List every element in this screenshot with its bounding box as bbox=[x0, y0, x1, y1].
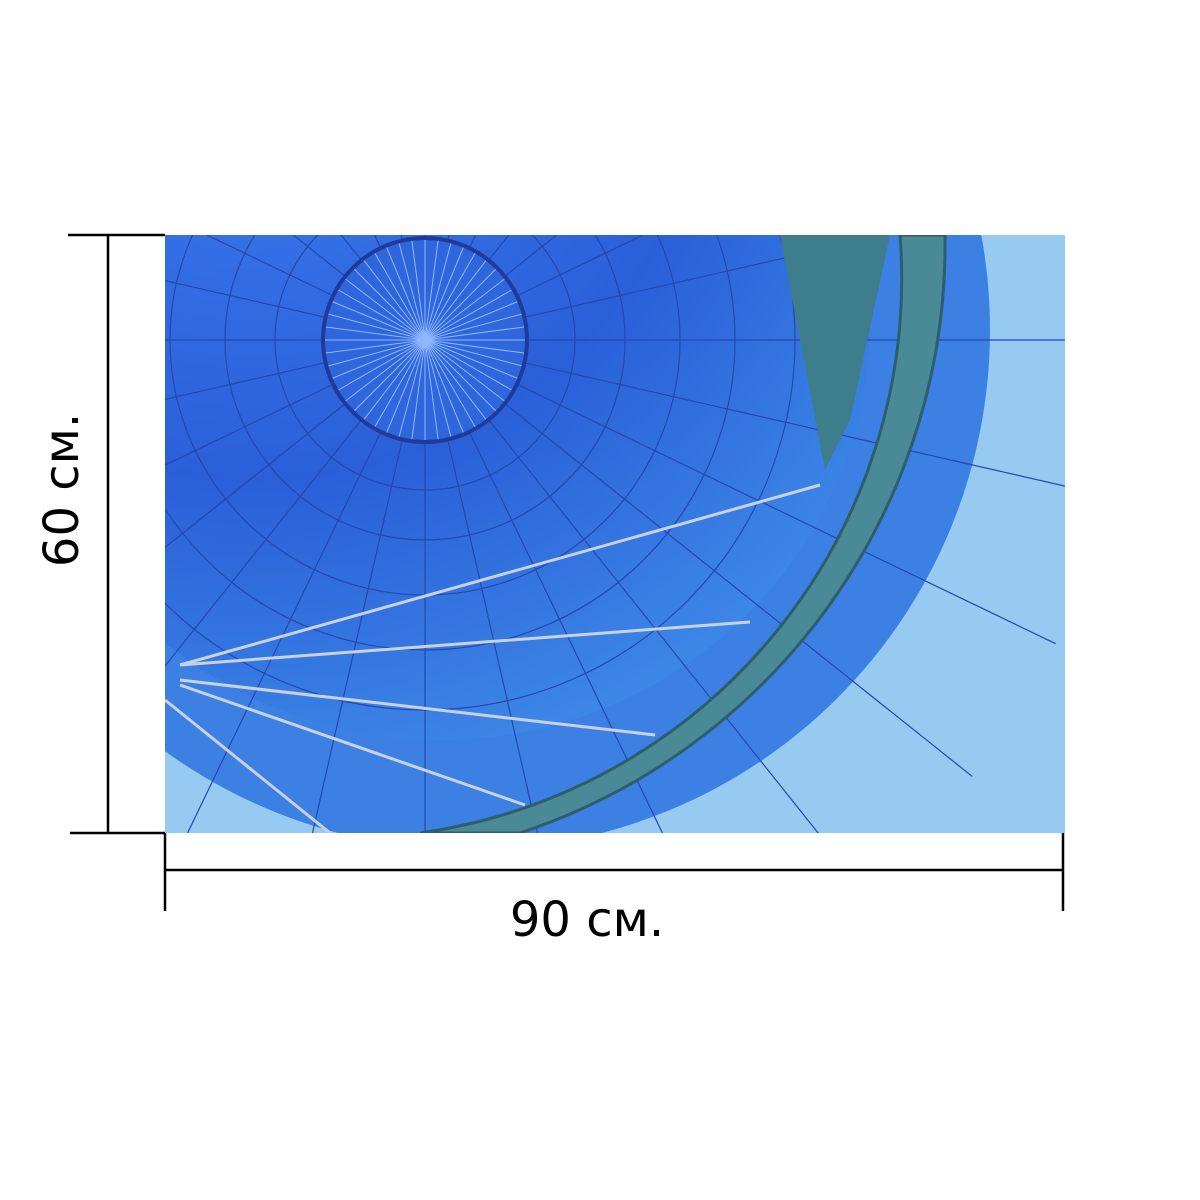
crown-seam bbox=[353, 268, 426, 341]
crown-seam bbox=[345, 339, 426, 402]
crown-seam bbox=[363, 260, 426, 341]
crown-seam bbox=[424, 247, 464, 341]
rim-band bbox=[419, 235, 947, 833]
panel-seam bbox=[205, 235, 334, 297]
panel-seam bbox=[165, 362, 326, 400]
panel-seam bbox=[165, 383, 334, 466]
crown-seam bbox=[325, 326, 426, 341]
crown-seam bbox=[398, 339, 426, 437]
panel-seam bbox=[504, 403, 973, 777]
crown-seam bbox=[363, 339, 426, 420]
panel-seam bbox=[504, 235, 558, 277]
crown-seam bbox=[411, 240, 426, 341]
panel-ring bbox=[274, 235, 576, 491]
panel-seam bbox=[488, 419, 819, 833]
dimension-lines bbox=[68, 233, 1065, 911]
crown-seam bbox=[424, 278, 505, 341]
panel-seam bbox=[468, 235, 477, 249]
panel-seam bbox=[516, 383, 1056, 645]
crown-seam bbox=[424, 289, 512, 341]
crown-seam bbox=[424, 243, 452, 341]
width-label: 90 см. bbox=[510, 892, 664, 948]
cables bbox=[165, 483, 821, 833]
crown-seam bbox=[332, 301, 426, 341]
crown-seam bbox=[386, 247, 426, 341]
panel-seam bbox=[524, 362, 1065, 487]
crown-seam bbox=[332, 339, 426, 379]
crown-seam bbox=[424, 339, 497, 412]
crown-seam bbox=[424, 339, 476, 427]
vent-flap bbox=[780, 235, 890, 470]
height-label: 60 см. bbox=[34, 413, 90, 567]
crown-seam bbox=[424, 339, 522, 367]
panel-seam bbox=[165, 280, 326, 318]
crown-seam bbox=[424, 240, 439, 341]
panel-seam bbox=[488, 235, 510, 261]
panel-seam bbox=[165, 419, 362, 667]
panel-seam bbox=[373, 235, 382, 249]
crown-seam bbox=[424, 339, 487, 420]
panel-seam bbox=[447, 235, 450, 241]
crown-seam bbox=[338, 339, 426, 391]
crown-seam bbox=[374, 253, 426, 341]
panel-seam bbox=[447, 439, 539, 833]
panel-seam bbox=[292, 235, 346, 277]
panel-seam bbox=[340, 235, 362, 261]
photo bbox=[165, 235, 1065, 833]
crown-seam bbox=[398, 243, 426, 341]
panel-seam bbox=[468, 431, 664, 833]
crown-seam bbox=[424, 339, 512, 391]
panel-seam bbox=[165, 403, 346, 549]
crown-seam bbox=[386, 339, 426, 433]
crown-seam bbox=[424, 339, 518, 379]
panel-seam bbox=[311, 439, 403, 833]
crown-seam bbox=[328, 339, 426, 367]
crown-lines bbox=[325, 240, 525, 440]
crown-seam bbox=[424, 339, 525, 354]
panel-ring bbox=[165, 235, 736, 651]
panel-seam bbox=[400, 235, 403, 241]
panel-seam bbox=[186, 431, 382, 833]
panel-ring bbox=[165, 235, 796, 711]
crown-seam bbox=[353, 339, 426, 412]
crown-seam bbox=[424, 268, 497, 341]
crown-seam bbox=[424, 260, 487, 341]
crown-seam bbox=[411, 339, 426, 440]
crown-seam bbox=[424, 301, 518, 341]
crown-seam bbox=[345, 278, 426, 341]
crown-seam bbox=[328, 313, 426, 341]
panel-lines bbox=[165, 235, 1065, 833]
crown-seam bbox=[424, 326, 525, 341]
crown-seam bbox=[424, 339, 439, 440]
crown-seam bbox=[424, 313, 522, 341]
crown-seam bbox=[374, 339, 426, 427]
crown-seam bbox=[424, 339, 464, 433]
panel-ring bbox=[224, 235, 626, 541]
crown-seam bbox=[424, 339, 452, 437]
crown-seam bbox=[338, 289, 426, 341]
crown-seam bbox=[325, 339, 426, 354]
crown-seam bbox=[424, 339, 505, 402]
crown-seam bbox=[424, 253, 476, 341]
panel-seam bbox=[516, 235, 645, 297]
